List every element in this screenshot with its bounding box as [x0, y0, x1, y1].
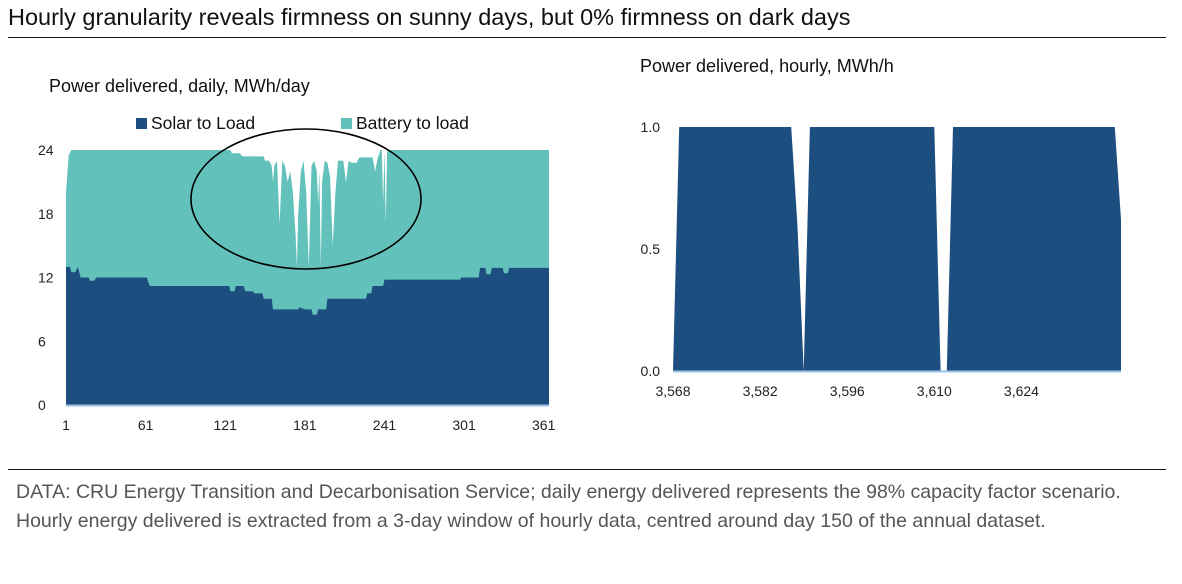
legend-swatch-battery — [341, 118, 352, 129]
hourly-x-tick-label: 3,610 — [917, 383, 952, 399]
data-source-note: DATA: CRU Energy Transition and Decarbon… — [16, 481, 1121, 532]
daily-y-tick-label: 12 — [38, 270, 54, 286]
hourly-y-tick-label: 0.5 — [641, 241, 661, 257]
hourly-y-tick-label: 1.0 — [641, 119, 661, 135]
legend-item-battery: Battery to load — [341, 113, 469, 134]
daily-x-tick-label: 361 — [532, 417, 556, 433]
chart-title: Hourly granularity reveals firmness on s… — [8, 4, 851, 30]
daily-chart-title: Power delivered, daily, MWh/day — [49, 76, 310, 96]
title-rule — [8, 37, 1166, 38]
daily-x-tick-label: 121 — [214, 417, 238, 433]
daily-y-tick-label: 18 — [38, 206, 54, 222]
daily-x-tick-label: 181 — [293, 417, 317, 433]
hourly-area-series — [673, 127, 1121, 371]
hourly-x-tick-label: 3,624 — [1004, 383, 1039, 399]
daily-y-tick-label: 24 — [38, 142, 54, 158]
hourly-x-tick-label: 3,582 — [743, 383, 778, 399]
daily-x-tick-label: 241 — [373, 417, 397, 433]
hourly-y-tick-label: 0.0 — [641, 363, 661, 379]
legend-label-solar: Solar to Load — [151, 113, 256, 133]
legend-label-battery: Battery to load — [356, 113, 469, 133]
legend-item-solar: Solar to Load — [136, 113, 255, 134]
hourly-x-tick-label: 3,596 — [830, 383, 865, 399]
legend-swatch-solar — [136, 118, 147, 129]
hourly-chart-title: Power delivered, hourly, MWh/h — [640, 56, 894, 76]
daily-y-tick-label: 0 — [38, 397, 46, 413]
daily-x-tick-label: 61 — [138, 417, 154, 433]
daily-y-tick-label: 6 — [38, 333, 46, 349]
annotation-ellipse — [190, 128, 422, 270]
series-area-solar-to-load — [66, 266, 549, 405]
hourly-x-tick-label: 3,568 — [655, 383, 690, 399]
daily-x-tick-label: 301 — [452, 417, 476, 433]
note-rule — [8, 469, 1166, 470]
daily-x-tick-label: 1 — [62, 417, 70, 433]
